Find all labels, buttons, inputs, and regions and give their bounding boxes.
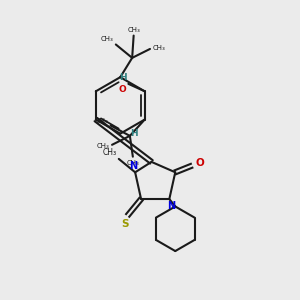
Text: S: S [122, 219, 129, 229]
Text: N: N [130, 161, 138, 171]
Text: O: O [118, 85, 126, 94]
Text: O: O [195, 158, 204, 168]
Text: CH₃: CH₃ [127, 27, 140, 33]
Text: H: H [119, 73, 126, 82]
Text: CH₃: CH₃ [127, 160, 140, 166]
Text: CH₃: CH₃ [103, 148, 117, 157]
Text: CH₃: CH₃ [97, 143, 110, 149]
Text: CH₃: CH₃ [152, 45, 165, 51]
Text: N: N [167, 200, 175, 211]
Text: CH₃: CH₃ [96, 118, 109, 124]
Text: CH₃: CH₃ [101, 36, 114, 42]
Text: H: H [130, 129, 138, 138]
